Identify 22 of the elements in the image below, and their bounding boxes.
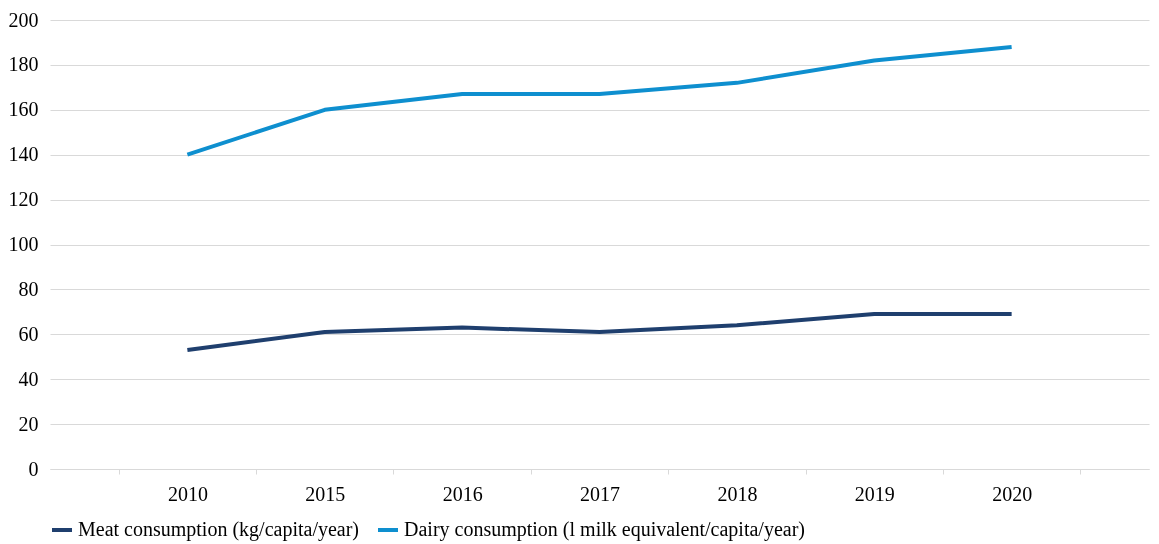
y-tick-label: 180 [8,53,39,76]
x-tick-label: 2015 [305,482,346,505]
x-tick-label: 2016 [442,482,483,505]
y-tick-label: 200 [8,8,39,31]
y-tick-label: 0 [28,457,39,480]
legend-label: Dairy consumption (l milk equivalent/capita/year) [404,518,805,541]
y-tick-label: 40 [18,367,39,390]
x-tick-label: 2017 [580,482,620,505]
x-tick-label: 2020 [992,482,1033,505]
x-tick-label: 2019 [854,482,895,505]
x-tick-label: 2018 [717,482,758,505]
line-series [185,44,1014,157]
y-tick-label: 60 [18,322,39,345]
y-tick-label: 100 [8,233,39,255]
y-tick-label: 140 [8,143,39,166]
line-series [185,312,1014,353]
y-tick-label: 20 [18,412,39,435]
y-tick-label: 160 [8,98,39,121]
x-tick-label: 2010 [167,482,208,505]
y-tick-label: 120 [8,188,39,211]
legend-label: Meat consumption (kg/capita/year) [78,518,360,541]
y-tick-label: 80 [18,277,39,300]
